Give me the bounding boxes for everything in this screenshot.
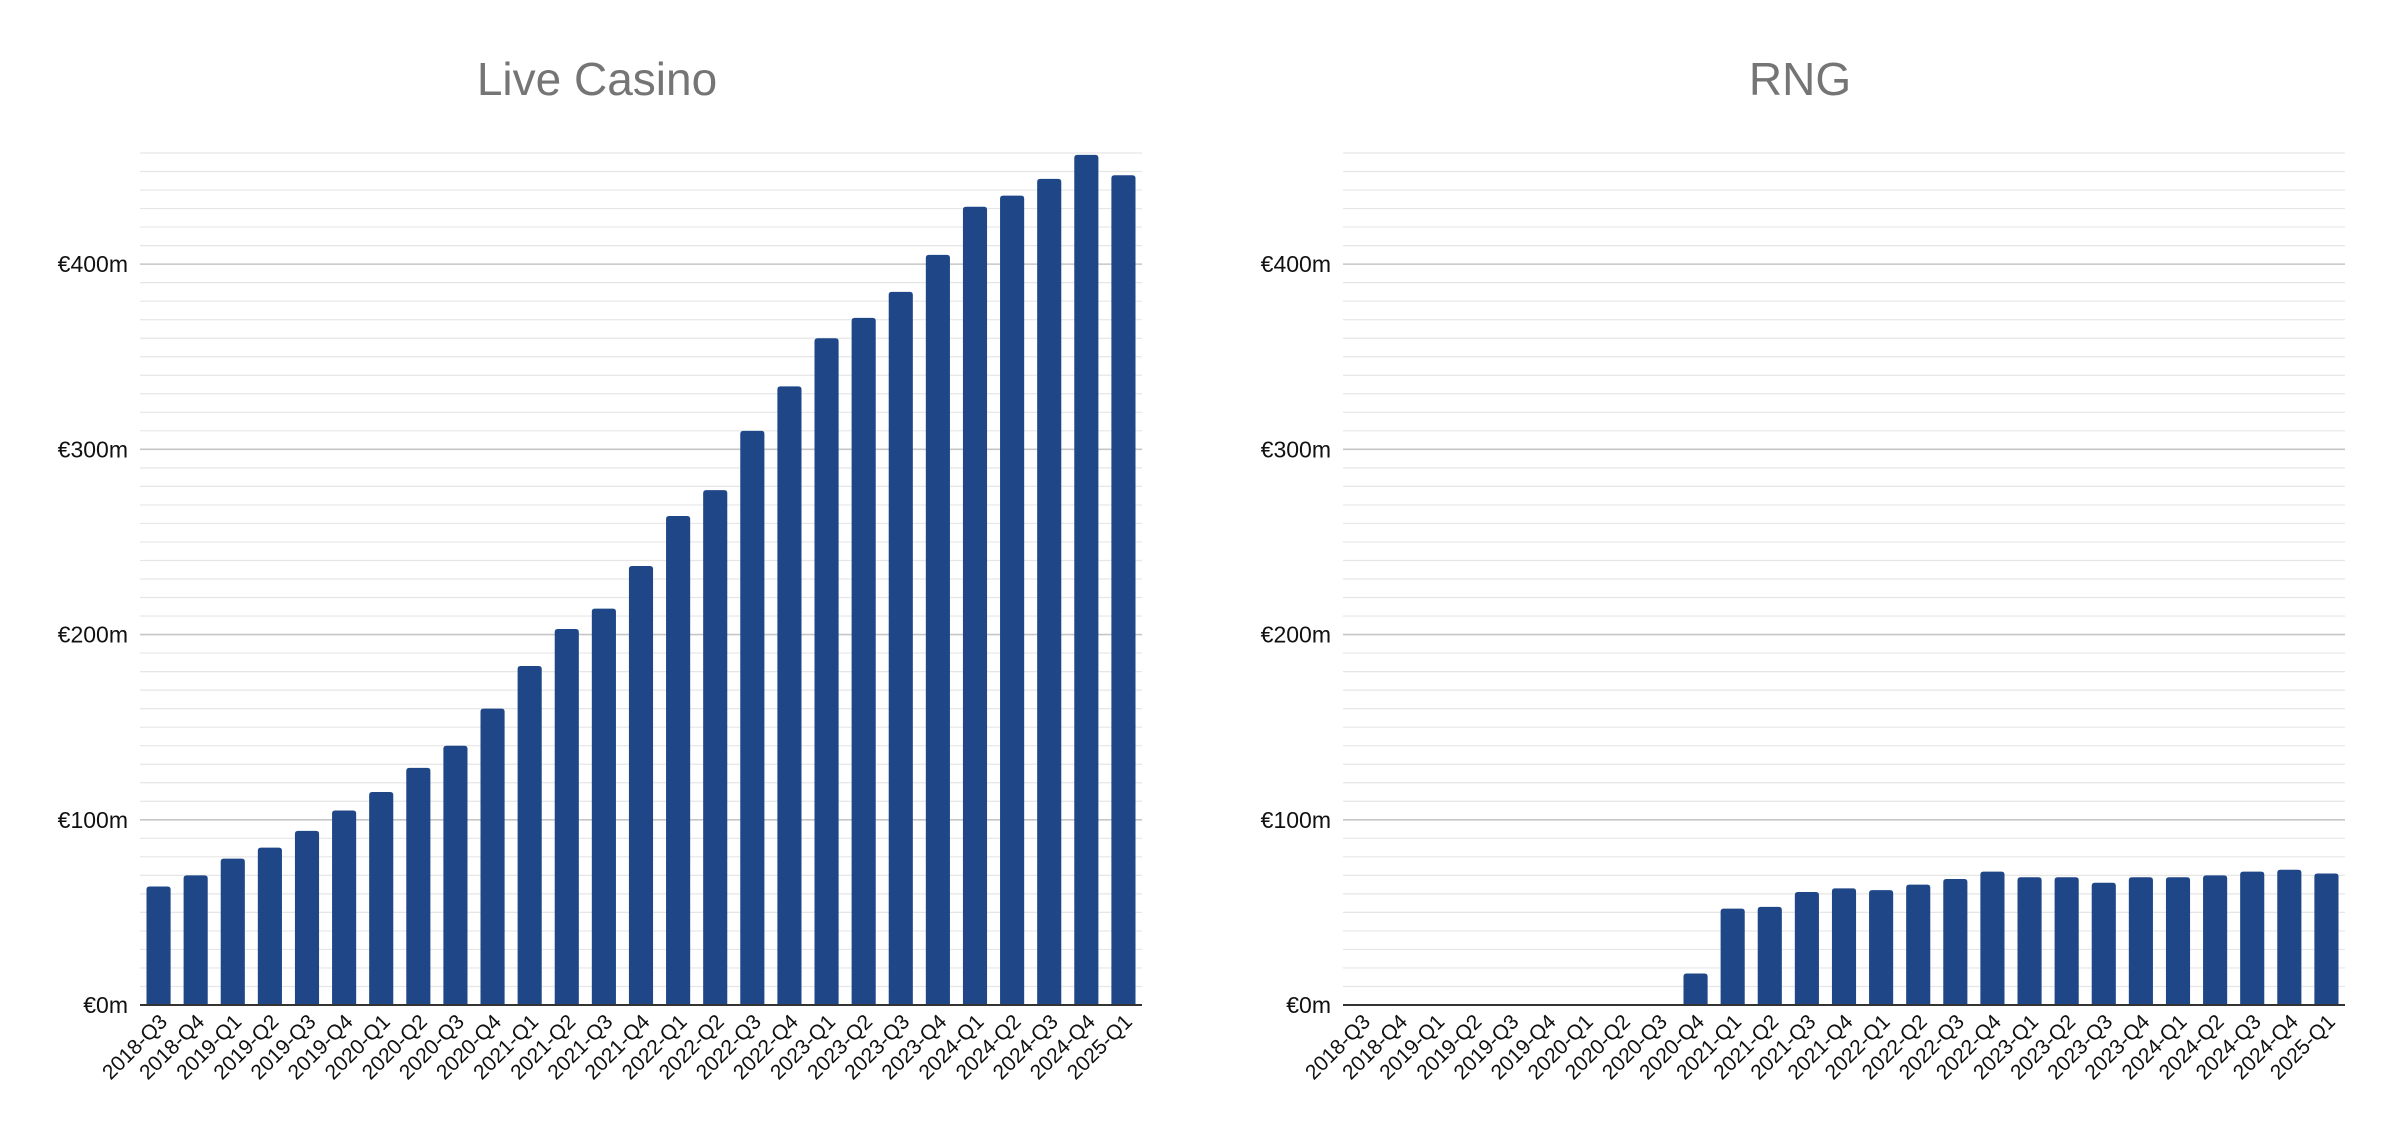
bar-2024-Q2 xyxy=(2203,875,2228,1005)
bar-2023-Q3 xyxy=(888,291,913,1005)
bar-2023-Q2 xyxy=(851,317,876,1005)
bar-2021-Q3 xyxy=(591,608,616,1005)
bar-2021-Q1 xyxy=(517,666,542,1005)
bar-2022-Q4 xyxy=(777,386,802,1005)
bar-2020-Q4 xyxy=(480,708,505,1005)
bar-2021-Q2 xyxy=(1757,906,1782,1005)
bar-2022-Q1 xyxy=(1869,890,1894,1005)
y-tick-label: €200m xyxy=(1261,622,1331,648)
bar-2019-Q4 xyxy=(332,810,357,1005)
bar-2021-Q3 xyxy=(1794,892,1819,1005)
y-tick-label: €0m xyxy=(1286,992,1331,1018)
y-tick-label: €300m xyxy=(58,436,128,462)
bar-2023-Q4 xyxy=(2128,877,2153,1005)
bar-2022-Q1 xyxy=(666,516,691,1005)
bar-2024-Q3 xyxy=(2240,871,2265,1005)
bar-2022-Q3 xyxy=(740,430,765,1006)
bar-2019-Q2 xyxy=(257,847,282,1005)
bar-2025-Q1 xyxy=(1111,175,1136,1006)
chart-title: Live Casino xyxy=(477,53,717,105)
bar-2022-Q2 xyxy=(1906,884,1931,1005)
bar-2023-Q3 xyxy=(2091,882,2116,1005)
chart-panel-0: Live Casino€0m€100m€200m€300m€400m2018-Q… xyxy=(58,53,1142,1084)
y-tick-label: €400m xyxy=(1261,251,1331,277)
chart-panel-1: RNG€0m€100m€200m€300m€400m2018-Q32018-Q4… xyxy=(1261,53,2345,1084)
bar-2024-Q4 xyxy=(2277,869,2302,1005)
bar-2018-Q3 xyxy=(146,886,171,1005)
bar-2024-Q2 xyxy=(1000,195,1025,1006)
bar-2020-Q2 xyxy=(406,767,431,1005)
bar-2021-Q4 xyxy=(628,566,654,1005)
bar-2023-Q2 xyxy=(2054,877,2079,1005)
bar-2022-Q3 xyxy=(1943,879,1968,1005)
y-tick-label: €200m xyxy=(58,622,128,648)
y-tick-label: €100m xyxy=(58,807,128,833)
bar-2024-Q1 xyxy=(962,206,988,1006)
bar-2024-Q1 xyxy=(2165,877,2191,1005)
bar-2024-Q4 xyxy=(1074,154,1099,1005)
y-tick-label: €400m xyxy=(58,251,128,277)
y-tick-label: €100m xyxy=(1261,807,1331,833)
bar-2025-Q1 xyxy=(2314,873,2339,1005)
bar-2020-Q1 xyxy=(369,792,394,1005)
bar-2018-Q4 xyxy=(183,875,208,1005)
bar-2024-Q3 xyxy=(1037,178,1062,1006)
bar-2023-Q1 xyxy=(2017,877,2042,1005)
bar-2019-Q1 xyxy=(220,858,245,1005)
bar-2021-Q4 xyxy=(1831,888,1857,1005)
bar-2023-Q1 xyxy=(814,338,839,1005)
bar-2023-Q4 xyxy=(925,254,950,1005)
bar-2021-Q2 xyxy=(554,629,579,1005)
y-tick-label: €300m xyxy=(1261,436,1331,462)
bar-2019-Q3 xyxy=(294,830,320,1005)
y-tick-label: €0m xyxy=(83,992,128,1018)
bar-2021-Q1 xyxy=(1720,908,1745,1005)
chart-title: RNG xyxy=(1749,53,1851,105)
bar-2022-Q4 xyxy=(1980,871,2005,1005)
bar-2020-Q3 xyxy=(443,745,468,1005)
bar-2022-Q2 xyxy=(703,490,728,1005)
bar-2020-Q4 xyxy=(1683,973,1708,1005)
